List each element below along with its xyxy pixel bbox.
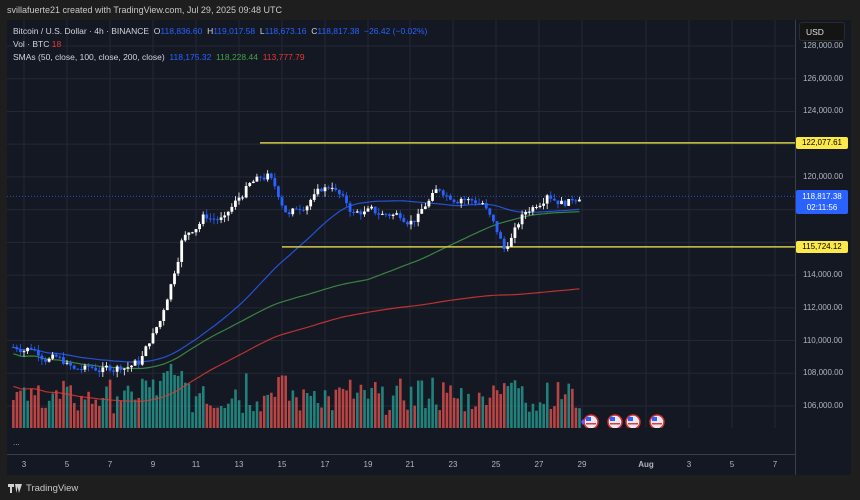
time-tick: 7 [772,460,778,469]
time-tick: 7 [107,460,113,469]
sma-label[interactable]: SMAs (50, close, 100, close, 200, close) [13,52,165,62]
time-tick: 13 [234,460,244,469]
chart-legend: Bitcoin / U.S. Dollar · 4h · BINANCE O11… [13,26,428,62]
price-chart[interactable] [7,20,795,428]
chart-pane[interactable] [7,20,795,428]
price-tick: 106,000.00 [803,401,844,410]
time-tick: 25 [491,460,501,469]
diamond-marker-icon[interactable] [581,419,585,425]
time-tick-month: Aug [638,460,654,469]
time-tick: 5 [64,460,70,469]
price-tick: 114,000.00 [803,270,843,279]
open-value: 118,836.60 [160,26,203,36]
time-tick: 3 [686,460,692,469]
current-price-tag: 118,817.38 02:11:56 [796,190,848,214]
currency-button[interactable]: USD [799,22,845,41]
tradingview-logo: TradingView [8,483,78,494]
time-tick: 17 [320,460,330,469]
more-indicators[interactable]: ... [13,438,20,447]
price-tick: 108,000.00 [803,368,844,377]
time-tick: 9 [150,460,156,469]
price-tick: 126,000.00 [803,74,844,83]
us-event-flag-icon[interactable] [583,414,599,428]
close-value: 118,817.38 [317,26,360,36]
symbol-title[interactable]: Bitcoin / U.S. Dollar · 4h · BINANCE [13,26,150,36]
time-tick: 15 [277,460,287,469]
us-event-flag-icon[interactable] [649,414,665,428]
tradingview-logo-icon [8,484,22,493]
bar-countdown: 02:11:56 [806,203,838,212]
volume-value: 18 [51,39,62,49]
attribution-text: svillafuerte21 created with TradingView.… [7,5,282,15]
time-tick: 19 [363,460,373,469]
us-event-flag-icon[interactable] [607,414,623,428]
price-tick: 124,000.00 [803,106,844,115]
resistance-price-tag: 122,077.61 [796,137,848,149]
time-tick: 11 [191,460,201,469]
time-tick: 29 [577,460,587,469]
us-event-flag-icon[interactable] [625,414,641,428]
time-tick: 21 [405,460,415,469]
price-tick: 110,000.00 [803,336,843,345]
sma100-value: 118,228.44 [216,52,258,62]
time-tick: 23 [448,460,458,469]
price-tick: 112,000.00 [803,303,843,312]
price-tick: 120,000.00 [803,172,844,181]
time-tick: 27 [534,460,544,469]
time-tick: 3 [21,460,27,469]
price-tick: 128,000.00 [803,41,844,50]
time-axis[interactable] [7,454,795,476]
low-value: 118,673.16 [264,26,307,36]
sma50-value: 118,175.32 [169,52,212,62]
change-value: −26.42 (−0.02%) [364,26,428,36]
sma200-value: 113,777.79 [262,52,305,62]
support-price-tag: 115,724.12 [796,241,848,253]
time-tick: 5 [729,460,735,469]
high-value: 119,017.58 [213,26,256,36]
volume-label[interactable]: Vol · BTC [13,39,50,49]
